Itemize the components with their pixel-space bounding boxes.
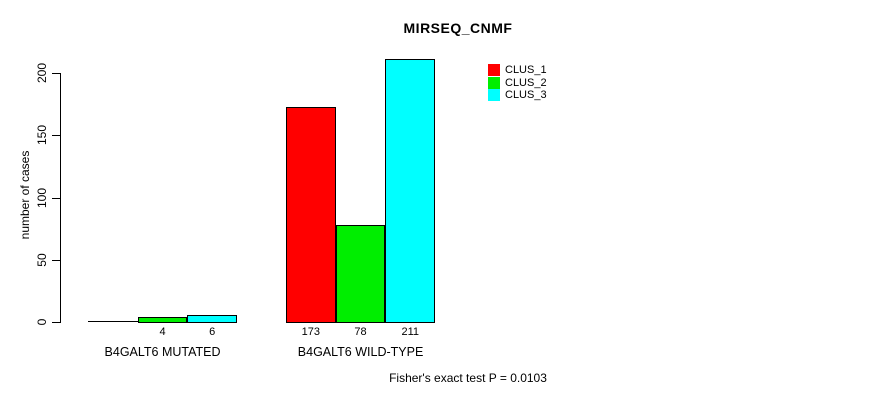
y-axis-tick — [52, 135, 60, 136]
legend-item-clus_2: CLUS_2 — [488, 76, 547, 89]
bar-clus_3-wild-type — [385, 59, 436, 323]
y-axis-tick — [52, 322, 60, 323]
bar-clus_1-mutated-zero — [88, 321, 138, 322]
y-axis-tick-label: 0 — [35, 318, 49, 326]
y-axis-tick — [52, 73, 60, 74]
legend-color-swatch — [488, 76, 500, 89]
y-axis-tick-label: 100 — [35, 187, 49, 209]
bar-clus_3-mutated — [187, 315, 238, 323]
x-category-label: B4GALT6 WILD-TYPE — [297, 345, 424, 359]
legend-color-swatch — [488, 64, 500, 76]
bar-value-label: 173 — [301, 326, 321, 338]
y-axis-tick — [52, 260, 60, 261]
y-axis-tick-label: 50 — [35, 253, 49, 267]
bar-value-label: 6 — [209, 326, 216, 338]
legend-item-clus_1: CLUS_1 — [488, 64, 547, 76]
fisher-test-annotation: Fisher's exact test P = 0.0103 — [389, 371, 547, 385]
y-axis-line — [60, 73, 61, 323]
chart-title: MIRSEQ_CNMF — [403, 20, 513, 36]
bar-value-label: 78 — [354, 326, 367, 338]
y-axis-tick-label: 150 — [35, 124, 49, 146]
legend-item-clus_3: CLUS_3 — [488, 89, 547, 102]
bar-value-label: 211 — [401, 326, 419, 338]
bar-clus_2-mutated — [137, 317, 188, 323]
bar-clus_1-wild-type — [286, 107, 336, 323]
legend-label: CLUS_3 — [505, 89, 547, 102]
y-axis-tick — [52, 198, 60, 199]
bar-clus_2-wild-type — [335, 225, 386, 323]
bar-value-label: 4 — [159, 326, 166, 338]
legend-label: CLUS_1 — [505, 64, 547, 76]
y-axis-tick-label: 200 — [35, 62, 49, 84]
legend-label: CLUS_2 — [505, 76, 547, 89]
x-category-label: B4GALT6 MUTATED — [104, 345, 221, 359]
legend-color-swatch — [488, 89, 500, 102]
